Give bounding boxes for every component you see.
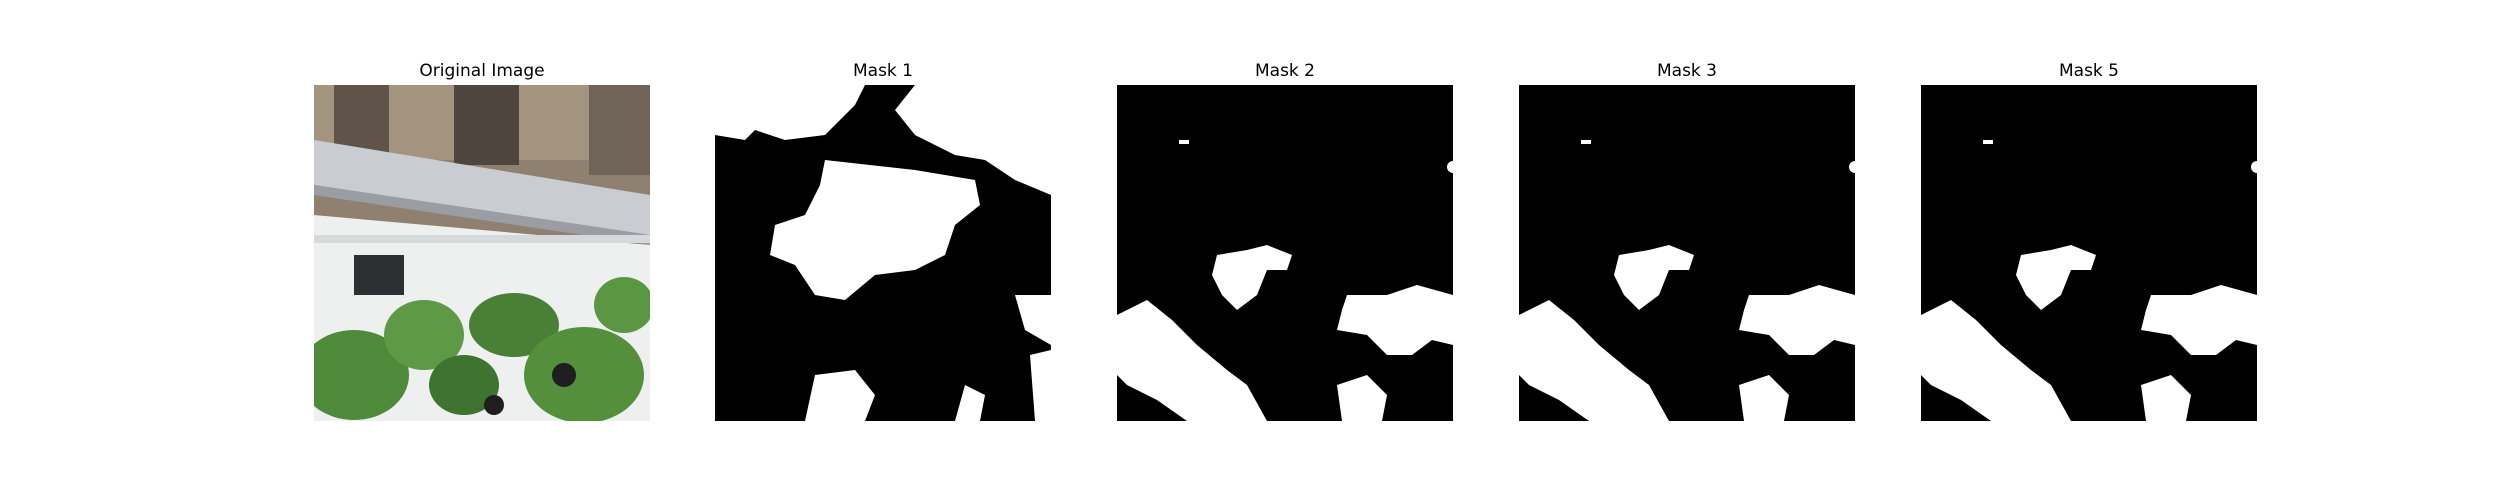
panel-title: Mask 5	[1921, 60, 2257, 82]
panel-title: Mask 1	[715, 60, 1051, 82]
original-photo	[314, 85, 650, 421]
mask-3-image	[1519, 85, 1855, 421]
mask-1-image	[715, 85, 1051, 421]
panel-title: Mask 3	[1519, 60, 1855, 82]
mask-5-image	[1921, 85, 2257, 421]
panel-title: Mask 2	[1117, 60, 1453, 82]
panel-title: Original Image	[314, 60, 650, 82]
mask-2-image	[1117, 85, 1453, 421]
